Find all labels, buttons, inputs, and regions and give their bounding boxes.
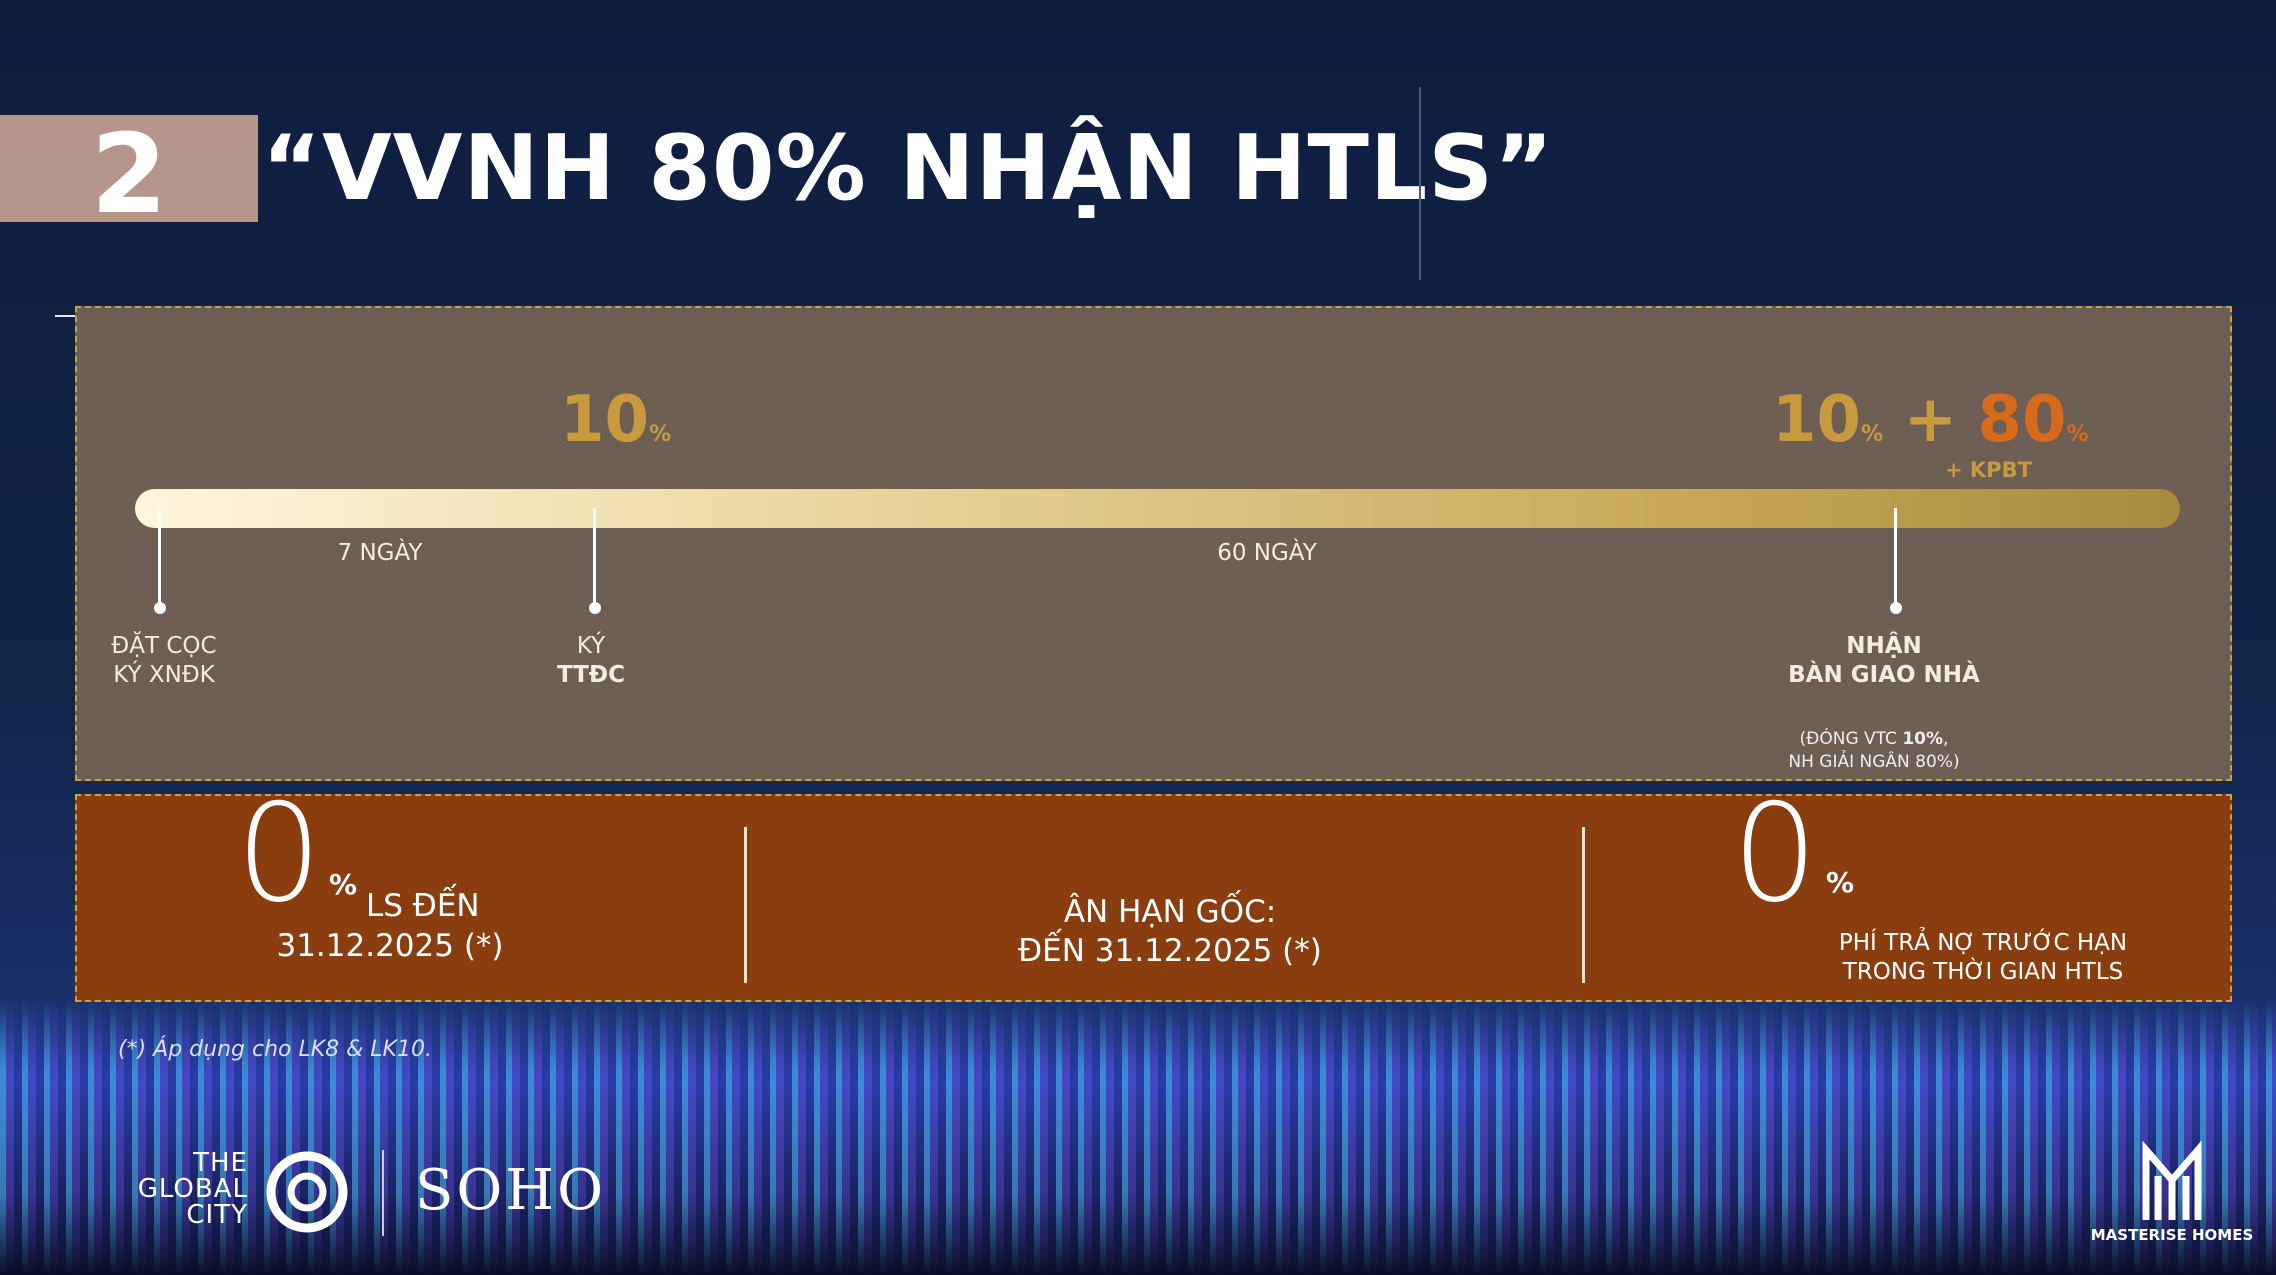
line: NH GIẢI NGÂN 80%): [1788, 752, 1960, 772]
tick: [1894, 508, 1897, 608]
divider: [1582, 827, 1585, 983]
benefit-line: PHÍ TRẢ NỢ TRƯỚC HẠN: [1838, 930, 2128, 956]
plus: +: [1903, 383, 1958, 457]
tick-dot: [154, 602, 166, 614]
benefit-line: ĐẾN 31.12.2025 (*): [1018, 933, 1322, 969]
duration: 7 NGÀY: [337, 540, 423, 566]
benefit-line: 31.12.2025 (*): [276, 928, 504, 964]
benefits-panel: [75, 794, 2232, 1002]
timeline-bar: [135, 489, 2180, 528]
unit-b: %: [2066, 422, 2089, 447]
tick-dot: [1890, 602, 1902, 614]
value: 10: [560, 383, 650, 457]
global-city-logo: [266, 1151, 348, 1233]
title: “VVNH 80% NHẬN HTLS”: [262, 116, 1555, 221]
percent: %: [329, 868, 358, 901]
benefit-line: LS ĐẾN: [366, 888, 480, 924]
soho-logo: SOHO: [415, 1158, 607, 1223]
tick: [158, 508, 161, 608]
top-right-percent: 10% + 80%: [1772, 383, 2089, 457]
big-zero: 0: [1732, 775, 1818, 932]
global-city-text: THE GLOBAL CITY: [120, 1150, 248, 1228]
kpbt: + KPBT: [1945, 458, 2032, 482]
line: BÀN GIAO NHÀ: [1788, 662, 1980, 688]
benefit-line: ÂN HẠN GỐC:: [1063, 894, 1277, 930]
tick: [593, 508, 596, 608]
benefit-line: TRONG THỜI GIAN HTLS: [1842, 959, 2124, 985]
background-fountain: [0, 1000, 2276, 1275]
section-number: 2: [90, 110, 168, 238]
line: NHẬN: [1846, 633, 1922, 659]
line: CITY: [186, 1200, 248, 1230]
divider: [382, 1150, 384, 1236]
milestone-note: (ĐÓNG VTC 10%, NH GIẢI NGÂN 80%): [1788, 728, 1959, 774]
value-a: 10: [1772, 383, 1862, 457]
line: ĐẶT CỌC: [111, 633, 217, 659]
milestone: NHẬN BÀN GIAO NHÀ: [1788, 632, 1980, 690]
big-zero: 0: [236, 775, 322, 932]
unit: %: [649, 422, 672, 447]
unit-a: %: [1861, 422, 1884, 447]
duration: 60 NGÀY: [1217, 540, 1317, 566]
tick-dot: [589, 602, 601, 614]
milestone: KÝ TTĐC: [557, 632, 625, 690]
value-b: 80: [1977, 383, 2067, 457]
percent: %: [1826, 866, 1855, 899]
top-left-percent: 10%: [560, 383, 671, 457]
divider: [744, 827, 747, 983]
milestone: ĐẶT CỌC KÝ XNĐK: [111, 632, 216, 690]
text: 10%: [1902, 729, 1944, 749]
divider: [1419, 87, 1421, 280]
line: GLOBAL: [137, 1174, 248, 1204]
text: ,: [1943, 729, 1949, 749]
line: KÝ XNĐK: [113, 662, 215, 688]
masterise-text: MASTERISE HOMES: [2090, 1226, 2254, 1244]
number-box: [0, 115, 258, 222]
timeline-panel: [75, 306, 2232, 781]
footnote: (*) Áp dụng cho LK8 & LK10.: [118, 1037, 432, 1062]
text: (ĐÓNG VTC: [1799, 729, 1903, 749]
masterise-logo: [2142, 1140, 2202, 1220]
line: (ĐÓNG VTC 10%,: [1788, 728, 1959, 751]
line: TTĐC: [556, 662, 626, 688]
line: THE: [193, 1148, 248, 1178]
line: KÝ: [576, 633, 606, 659]
